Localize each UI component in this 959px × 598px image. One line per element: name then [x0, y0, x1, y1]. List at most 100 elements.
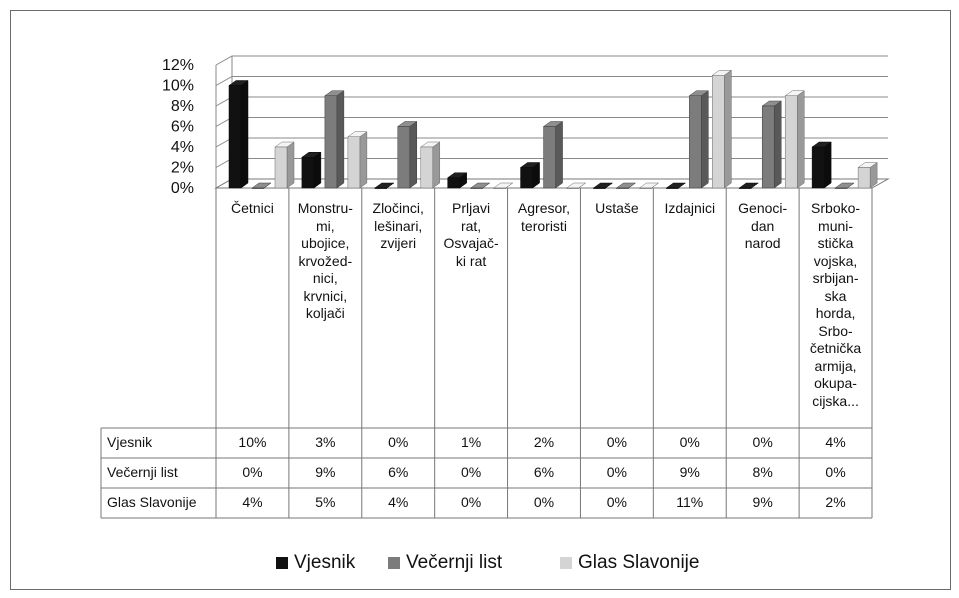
bar-side [286, 141, 295, 189]
bar-side [823, 141, 832, 189]
table-cell: 9% [752, 494, 773, 510]
bar-front [397, 126, 411, 189]
y-tick-label: 2% [171, 160, 194, 177]
table-cell: 0% [752, 434, 773, 450]
bar [857, 162, 878, 189]
table-row-label: Glas Slavonije [107, 494, 197, 510]
bar-front [301, 157, 315, 189]
bar [665, 182, 687, 189]
table-cell: 11% [676, 494, 704, 510]
table-cell: 3% [315, 434, 336, 450]
bar [811, 141, 832, 189]
y-tick-label: 10% [162, 78, 194, 95]
table-cell: 0% [679, 434, 700, 450]
bar-front [689, 95, 702, 189]
table-cell: 8% [752, 464, 773, 480]
bar-front [857, 167, 871, 189]
bar-front [616, 187, 629, 189]
bar [738, 182, 760, 189]
table-cell: 0% [460, 464, 482, 480]
x-category-label: Četnici [231, 200, 274, 216]
bar-side [555, 121, 563, 189]
bar [251, 182, 272, 189]
table-cell: 4% [825, 434, 846, 450]
legend-label: Vjesnik [294, 552, 356, 573]
table-row-label: Vjesnik [107, 434, 153, 450]
bar-front [543, 126, 556, 189]
bar-front [228, 85, 242, 189]
bar-side [409, 121, 418, 189]
legend-label: Glas Slavonije [578, 552, 700, 573]
bar-side [796, 90, 805, 189]
bar-front [712, 75, 725, 189]
bar-front [470, 187, 483, 189]
table-cell: 0% [460, 494, 482, 510]
table-cell: 6% [388, 464, 409, 480]
table-cell: 0% [606, 464, 627, 480]
bar-front [738, 187, 752, 189]
bar [565, 182, 587, 189]
bar [761, 100, 783, 189]
bar-front [347, 136, 361, 189]
bar-side [724, 69, 732, 189]
bar [492, 182, 514, 189]
y-tick-label: 4% [171, 139, 194, 156]
table-cell: 10% [238, 434, 267, 450]
bar-front [420, 146, 434, 189]
x-category-label: Zločinci, lešinari, zvijeri [372, 200, 424, 251]
y-tick-label: 6% [171, 119, 194, 136]
table-cell: 0% [388, 434, 409, 450]
bar-side [240, 80, 249, 189]
bar [274, 141, 295, 189]
x-category-label: Srboko- muni- stička vojska, srbijan- sk… [809, 200, 862, 409]
bar-front [493, 187, 506, 189]
bar [228, 80, 249, 189]
table-cell: 4% [388, 494, 409, 510]
bar [542, 121, 564, 189]
gridline [215, 76, 888, 86]
bar-front [447, 177, 460, 189]
table-cell: 9% [679, 464, 700, 480]
x-category-label: Genoci- dan narod [738, 200, 788, 251]
bar-side [701, 90, 709, 189]
table-cell: 0% [533, 494, 555, 510]
bar-front [520, 167, 533, 189]
bar-front [761, 105, 775, 189]
table-cell: 0% [242, 464, 263, 480]
table-cell: 4% [242, 494, 263, 510]
bar-front [811, 146, 825, 189]
table-cell: 0% [606, 494, 627, 510]
bar [688, 90, 710, 189]
bar [834, 182, 855, 189]
bar-front [593, 187, 606, 189]
bar-front [374, 187, 388, 189]
bar [396, 121, 418, 189]
table-row-label: Večernji list [107, 464, 178, 480]
x-category-label: Prljavi rat, Osvajač- ki rat [443, 200, 499, 269]
bar [469, 182, 491, 189]
table-cell: 1% [460, 434, 482, 450]
legend-label: Večernji list [406, 552, 503, 573]
legend-entry: Vjesnik [276, 552, 355, 574]
legend-swatch [560, 557, 572, 569]
bar-front [324, 95, 338, 189]
chart-frame [10, 10, 951, 590]
bar-side [773, 100, 782, 189]
bar [711, 69, 733, 189]
legend-swatch [276, 557, 288, 569]
table-cell: 6% [533, 464, 555, 480]
bar-front [666, 187, 679, 189]
bar [592, 182, 614, 189]
x-category-label: Agresor, teroristi [517, 200, 571, 234]
bar [784, 90, 806, 189]
bar-side [336, 90, 345, 189]
y-tick-label: 8% [171, 98, 194, 115]
table-cell: 2% [533, 434, 555, 450]
table-cell: 5% [315, 494, 336, 510]
table-cell: 9% [315, 464, 336, 480]
table-cell: 0% [606, 434, 627, 450]
bar [324, 90, 345, 189]
bar [519, 162, 541, 189]
y-tick-label: 0% [171, 180, 194, 197]
bar [446, 172, 468, 189]
